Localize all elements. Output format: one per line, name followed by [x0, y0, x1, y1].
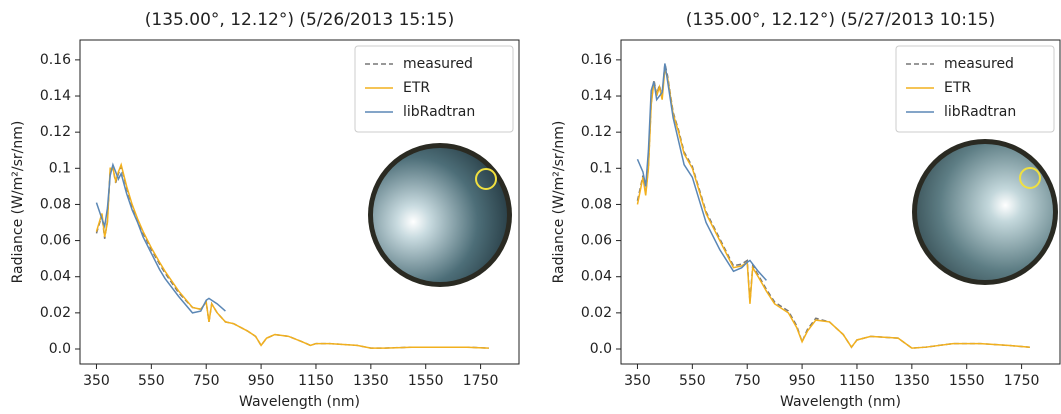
legend-label: libRadtran — [944, 104, 1016, 120]
x-tick-label: 1150 — [839, 373, 875, 389]
y-tick-label: 0.02 — [581, 305, 612, 321]
data-line — [636, 63, 767, 281]
legend-box — [354, 45, 514, 133]
data-line — [95, 162, 226, 314]
y-axis-label: Radiance (W/m²/sr/nm) — [551, 121, 567, 284]
legend-label: libRadtran — [403, 104, 475, 120]
y-tick-label: 0.0 — [590, 341, 612, 357]
x-tick-label: 950 — [789, 373, 816, 389]
y-tick-label: 0.02 — [40, 305, 71, 321]
x-tick-label: 1550 — [408, 373, 444, 389]
legend-label: measured — [944, 56, 1014, 72]
legend-label: ETR — [403, 80, 430, 96]
y-tick-label: 0.06 — [40, 233, 71, 249]
legend-box — [895, 45, 1055, 133]
y-tick-label: 0.14 — [581, 88, 612, 104]
x-tick-label: 550 — [138, 373, 165, 389]
x-tick-label: 1350 — [353, 373, 389, 389]
x-tick-label: 750 — [734, 373, 761, 389]
x-tick-label: 350 — [83, 373, 110, 389]
y-tick-label: 0.04 — [581, 269, 612, 285]
x-axis-label: Wavelength (nm) — [780, 394, 901, 410]
plot-frame — [620, 39, 1061, 365]
y-tick-label: 0.14 — [40, 88, 71, 104]
plot-frame — [79, 39, 520, 365]
x-tick-label: 950 — [248, 373, 275, 389]
chart-title: (135.00°, 12.12°) (5/26/2013 15:15) — [145, 10, 454, 30]
y-tick-label: 0.1 — [49, 160, 71, 176]
y-tick-label: 0.06 — [581, 233, 612, 249]
x-tick-label: 750 — [193, 373, 220, 389]
legend: measured ETR libRadtran — [895, 45, 1055, 133]
x-tick-label: 1350 — [894, 373, 930, 389]
y-tick-label: 0.16 — [581, 52, 612, 68]
x-tick-label: 1150 — [298, 373, 334, 389]
x-tick-label: 1750 — [1004, 373, 1040, 389]
sky-image — [912, 139, 1058, 285]
data-line — [636, 68, 1030, 349]
legend-label: ETR — [944, 80, 971, 96]
y-tick-label: 0.0 — [49, 341, 71, 357]
y-tick-label: 0.08 — [581, 196, 612, 212]
x-tick-label: 1550 — [949, 373, 985, 389]
y-tick-label: 0.08 — [40, 196, 71, 212]
x-tick-label: 350 — [624, 373, 651, 389]
x-tick-label: 550 — [679, 373, 706, 389]
x-tick-label: 1750 — [463, 373, 499, 389]
y-tick-label: 0.16 — [40, 52, 71, 68]
y-tick-label: 0.1 — [590, 160, 612, 176]
sky-image — [368, 143, 512, 287]
x-axis-label: Wavelength (nm) — [239, 394, 360, 410]
legend: measured ETR libRadtran — [354, 45, 514, 133]
y-axis-label: Radiance (W/m²/sr/nm) — [10, 121, 26, 284]
legend-label: measured — [403, 56, 473, 72]
chart-title: (135.00°, 12.12°) (5/27/2013 10:15) — [686, 10, 995, 30]
y-tick-label: 0.04 — [40, 269, 71, 285]
y-tick-label: 0.12 — [581, 124, 612, 140]
data-line — [95, 162, 489, 349]
y-tick-label: 0.12 — [40, 124, 71, 140]
